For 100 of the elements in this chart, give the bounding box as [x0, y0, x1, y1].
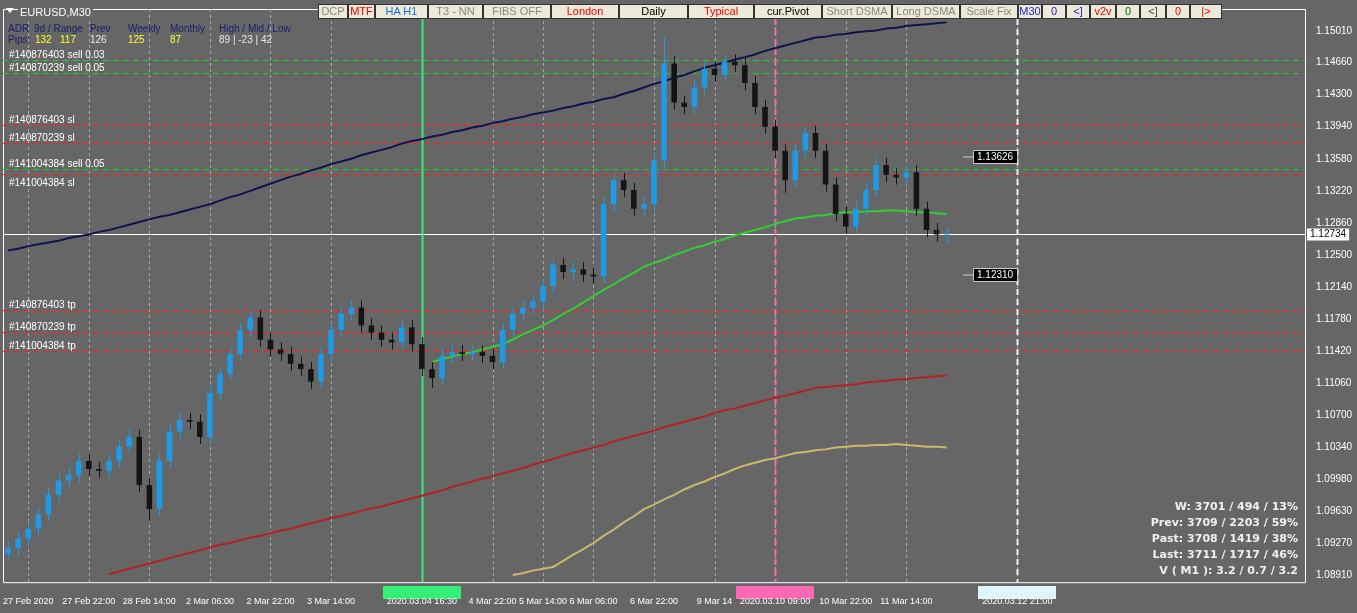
candlestick	[5, 540, 11, 562]
candlestick	[106, 453, 112, 479]
y-tick-label: 1.13940	[1316, 120, 1353, 132]
annotation: Past: 3708 / 1419 / 38%	[1151, 532, 1298, 545]
annotation: 1.12310	[977, 268, 1014, 280]
x-tick-label: 2020.03.04 16:30	[386, 596, 457, 607]
annotation: High / Mid / Low	[219, 23, 291, 34]
x-tick-label: 27 Feb 2020	[2, 596, 54, 607]
y-tick-label: 1.10700	[1316, 409, 1353, 421]
y-tick-label: 1.09980	[1316, 473, 1353, 485]
y-tick-label: 1.14300	[1316, 88, 1353, 100]
y-tick-label: 1.12860	[1316, 216, 1353, 228]
annotation: 132	[35, 34, 52, 45]
candlestick	[842, 206, 849, 235]
ref-line-label: 1.12734	[1310, 228, 1347, 240]
candlestick	[459, 344, 466, 362]
candlestick	[408, 319, 415, 352]
candlestick	[227, 346, 233, 382]
x-tick-label: 2020.03.10 09:00	[740, 596, 811, 607]
annotation: ADR	[8, 23, 30, 34]
candlestick	[631, 182, 637, 217]
candlestick	[530, 293, 536, 316]
candlestick	[338, 306, 344, 338]
candlestick	[429, 361, 435, 389]
button: DCP	[318, 4, 348, 19]
button: Typical	[688, 4, 754, 19]
candlestick	[762, 99, 768, 135]
button: <]	[1066, 4, 1090, 19]
candlestick	[742, 57, 748, 91]
candlestick	[318, 346, 324, 390]
ref-line-label: #141004384 sell 0.05	[9, 157, 106, 169]
annotation: 87	[170, 34, 182, 45]
x-tick-label: 6 Mar 22:00	[629, 596, 679, 607]
candlestick	[570, 261, 577, 280]
x-tick-label: 9 Mar 14	[696, 596, 733, 607]
y-tick-label: 1.09630	[1316, 504, 1353, 516]
annotation: 126	[90, 34, 107, 45]
x-tick-label: 10 Mar 22:00	[819, 596, 873, 607]
candlestick	[308, 361, 314, 390]
x-tick-label: 4 Mar 22:00	[468, 596, 517, 607]
ref-line-label: #141004384 sl	[9, 176, 75, 188]
ref-line-label: #140870239 tp	[9, 320, 77, 332]
candlestick	[96, 461, 102, 479]
annotation: V ( M1 ): 3.2 / 0.7 / 3.2	[1159, 564, 1298, 577]
candlestick	[126, 429, 132, 455]
x-tick-label: 28 Feb 14:00	[122, 596, 176, 607]
x-tick-label: 2 Mar 22:00	[246, 596, 295, 607]
annotation: 1.13626	[977, 150, 1014, 162]
button: 0	[1116, 4, 1140, 19]
candlestick	[237, 322, 243, 362]
x-tick-label: 27 Feb 22:00	[62, 596, 116, 607]
button: <]	[1140, 4, 1166, 19]
button: 0	[1042, 4, 1066, 19]
button: cur.Pivot	[754, 4, 822, 19]
x-tick-label: 2 Mar 06:00	[185, 596, 234, 607]
candlestick	[641, 196, 647, 217]
button: HA H1	[375, 4, 428, 19]
button: London	[551, 4, 619, 19]
ref-line-label: #140870239 sell 0.05	[9, 61, 106, 73]
annotation: 125	[128, 34, 145, 45]
y-tick-label: 1.11420	[1316, 345, 1352, 357]
ref-line-label: #140876403 sell 0.03	[9, 48, 106, 60]
chart-title: EURUSD,M30	[18, 6, 93, 19]
x-tick-label: 2020.03.12 21:00	[982, 596, 1053, 607]
ref-line-label: #140870239 sl	[9, 131, 75, 143]
candlestick	[136, 429, 143, 493]
candlestick	[661, 36, 667, 169]
button: M30	[1018, 4, 1042, 19]
candlestick	[873, 157, 879, 198]
button: |>	[1190, 4, 1222, 19]
button: v2v	[1090, 4, 1116, 19]
x-tick-label: 3 Mar 14:00	[307, 596, 356, 607]
annotation: 117	[60, 34, 76, 45]
candlestick	[419, 336, 425, 377]
candlestick	[883, 157, 889, 183]
y-tick-label: 1.13220	[1316, 184, 1353, 196]
candlestick	[328, 322, 334, 362]
y-tick-label: 1.15010	[1316, 25, 1353, 37]
candlestick	[772, 119, 778, 159]
y-tick-label: 1.13580	[1316, 152, 1353, 164]
candlestick	[671, 55, 677, 111]
candlestick	[207, 385, 213, 445]
button: Long DSMA	[892, 4, 960, 19]
annotation: Prev: 3709 / 2203 / 59%	[1150, 516, 1298, 529]
button: 0	[1166, 4, 1190, 19]
annotation: Weekly	[128, 23, 161, 34]
button: Scale Fix	[960, 4, 1018, 19]
candlestick	[853, 201, 859, 235]
ref-line-label: #140876403 sl	[9, 113, 75, 125]
button: Short DSMA	[822, 4, 892, 19]
y-tick-label: 1.14660	[1316, 56, 1353, 68]
annotation: W: 3701 / 494 / 13%	[1174, 500, 1298, 513]
candlestick	[752, 75, 758, 115]
annotation: 9d / Range	[34, 23, 83, 34]
annotation: Pips:	[8, 34, 31, 45]
y-tick-label: 1.11060	[1316, 377, 1352, 389]
annotation: Last: 3711 / 1717 / 46%	[1152, 548, 1298, 561]
button: FIBS OFF	[483, 4, 551, 19]
x-tick-label: 5 Mar 14:00	[518, 596, 567, 607]
y-tick-label: 1.09270	[1316, 536, 1353, 548]
